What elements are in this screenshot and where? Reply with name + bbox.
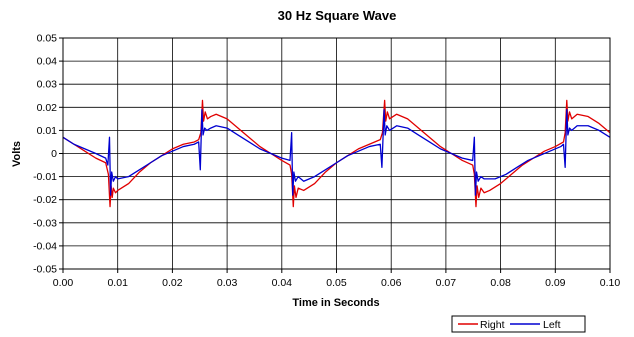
y-tick-label: -0.05 [33,264,57,276]
x-tick-label: 0.01 [107,277,128,289]
series-line-left [62,108,611,196]
legend-label-right: Right [480,319,505,331]
x-tick-label: 0.04 [272,277,293,289]
x-axis-label: Time in Seconds [292,297,379,309]
legend: Right Left [451,315,586,333]
x-tick-label: 0.09 [545,277,566,289]
y-axis-label: Volts [11,141,23,167]
plot-border [62,37,611,270]
x-tick-label: 0.07 [436,277,457,289]
y-tick-label: -0.01 [33,171,57,183]
y-tick-label: 0.01 [37,125,58,137]
x-tick-label: 0.08 [490,277,511,289]
y-tick-labels: 0.05 0.04 0.03 0.02 0.01 0 -0.01 -0.02 -0.03 -0.0… [33,33,57,276]
x-tick-label: 0.02 [162,277,183,289]
y-tick-label: 0 [51,148,57,160]
y-tick-label: -0.02 [33,194,57,206]
x-tick-label: 0.00 [53,277,74,289]
x-tick-labels: 0.00 0.01 0.02 0.03 0.04 0.05 0.06 0.07 0.08 0.09… [53,277,621,289]
x-tick-label: 0.10 [600,277,621,289]
y-tick-label: -0.03 [33,217,57,229]
chart-title: 30 Hz Square Wave [278,8,397,23]
legend-label-left: Left [543,319,561,331]
x-tick-label: 0.05 [326,277,347,289]
series-group [62,99,611,208]
y-tick-label: 0.02 [37,102,58,114]
x-tick-label: 0.06 [381,277,402,289]
y-tick-label: 0.04 [37,56,58,68]
y-tick-label: 0.03 [37,79,58,91]
y-tick-label: -0.04 [33,240,57,252]
x-tick-label: 0.03 [217,277,238,289]
y-tick-label: 0.05 [37,33,58,45]
series-line-right [62,99,611,208]
